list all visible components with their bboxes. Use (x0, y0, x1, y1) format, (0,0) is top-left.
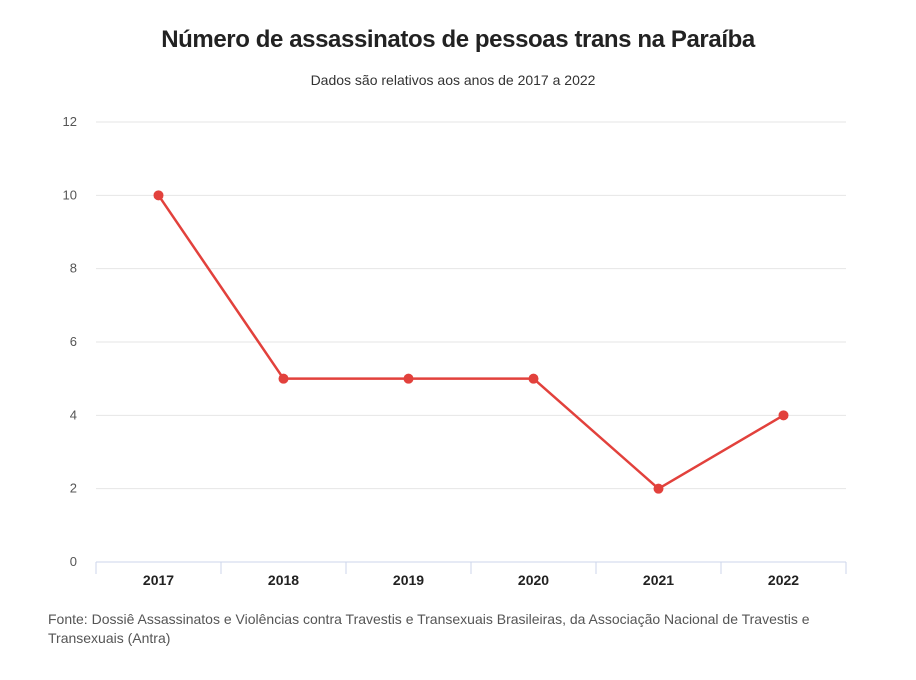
chart-subtitle: Dados são relativos aos anos de 2017 a 2… (310, 72, 596, 88)
data-point-2020 (528, 373, 539, 384)
y-tick-label: 0 (70, 554, 77, 569)
series-line (157, 194, 785, 490)
y-tick-label: 12 (63, 114, 77, 129)
x-tick-label: 2017 (143, 572, 174, 588)
data-point-2018 (278, 373, 289, 384)
data-point-2022 (778, 410, 789, 421)
x-tick-label: 2020 (518, 572, 549, 588)
y-tick-label: 10 (63, 187, 77, 202)
y-tick-label: 6 (70, 334, 77, 349)
source-note: Fonte: Dossiê Assassinatos e Violências … (48, 611, 810, 646)
data-point-2017 (153, 190, 164, 201)
y-tick-label: 4 (70, 407, 77, 422)
data-point-2021 (653, 483, 664, 494)
y-tick-label: 8 (70, 261, 77, 276)
x-tick-label: 2021 (643, 572, 674, 588)
x-tick-label: 2018 (268, 572, 299, 588)
x-tick-label: 2022 (768, 572, 799, 588)
line-chart: 0 2 4 6 8 10 12 2017 2018 2019 2020 2021 2022 (63, 114, 847, 588)
y-tick-label: 2 (70, 481, 77, 496)
data-point-2019 (403, 373, 414, 384)
x-tick-label: 2019 (393, 572, 424, 588)
chart-title: Número de assassinatos de pessoas trans … (161, 26, 755, 53)
